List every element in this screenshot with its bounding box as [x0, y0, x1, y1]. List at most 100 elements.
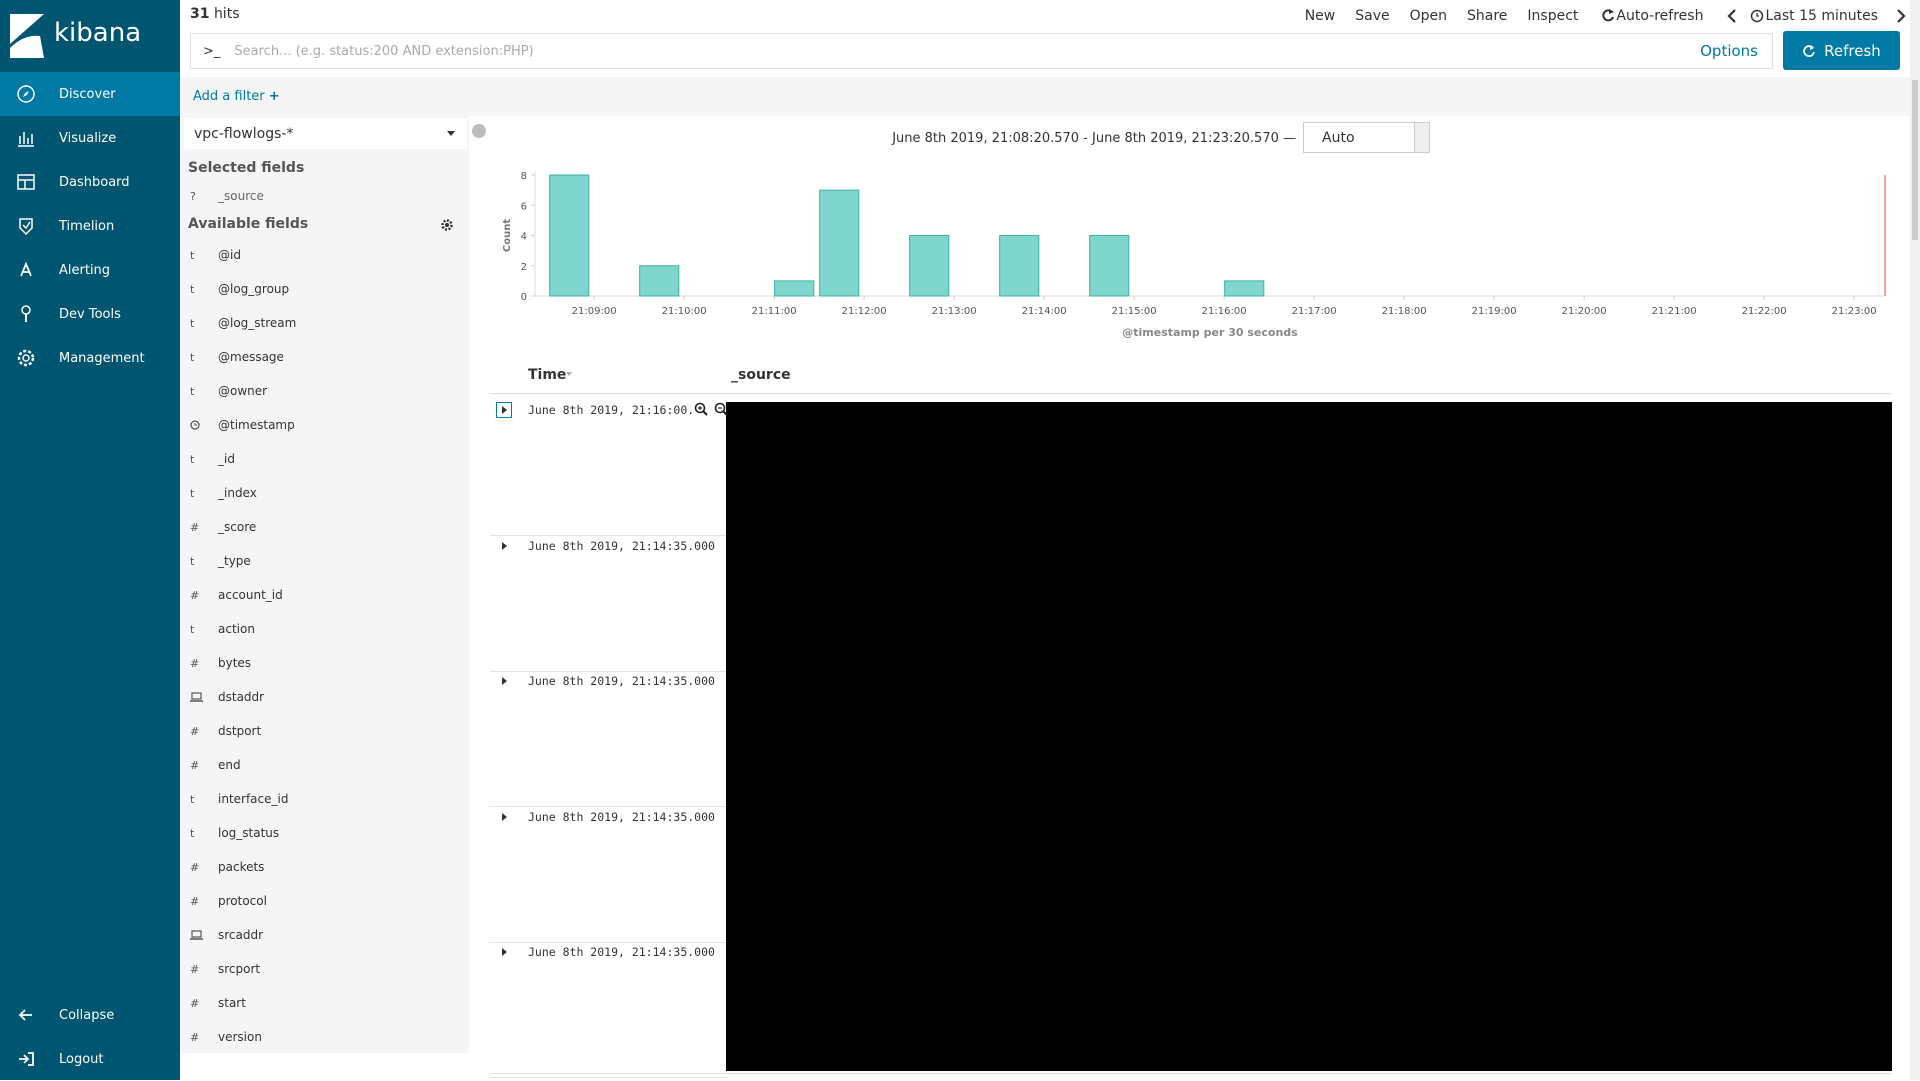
field-type: t [190, 826, 195, 840]
field-name: action [218, 622, 255, 636]
field-row[interactable]: # dstport [190, 721, 261, 741]
table-row[interactable]: June 8th 2019, 21:14:35.000 [490, 538, 726, 673]
refresh-icon [1602, 9, 1615, 22]
row-time: June 8th 2019, 21:14:35.000 [528, 674, 715, 688]
bar [1089, 235, 1130, 297]
field-row[interactable]: t _type [190, 551, 251, 571]
index-pattern-select[interactable]: vpc-flowlogs-* [184, 118, 467, 149]
field-type-icon [190, 930, 203, 940]
add-filter[interactable]: Add a filter + [193, 89, 280, 104]
field-name: end [218, 758, 241, 772]
gear-icon[interactable] [441, 219, 453, 231]
nav-item[interactable]: Management [0, 336, 180, 380]
nav-item[interactable]: Logout [0, 1037, 180, 1081]
nav-icon [18, 132, 34, 147]
table-row[interactable]: June 8th 2019, 21:14:35.000 [490, 944, 726, 1079]
next-button[interactable] [1892, 6, 1906, 26]
row-time: June 8th 2019, 21:16:00.000 [528, 403, 692, 417]
field-type: # [190, 588, 200, 602]
interval-select[interactable]: Auto [1303, 122, 1430, 153]
nav-icon [19, 218, 33, 236]
index-pattern: vpc-flowlogs-* [194, 125, 294, 142]
logo-icon [10, 14, 44, 58]
field-type: # [190, 894, 200, 908]
nav-item[interactable]: Alerting [0, 248, 180, 292]
options-button[interactable]: Options [1700, 42, 1758, 60]
menu-item[interactable]: New [1305, 8, 1336, 24]
field-row[interactable]: ? _source [190, 186, 264, 206]
zoom-in-icon[interactable] [693, 401, 709, 417]
x-tick-label: 21:19:00 [1472, 306, 1517, 317]
table-row[interactable]: June 8th 2019, 21:14:35.000 [490, 673, 726, 808]
table-row[interactable]: June 8th 2019, 21:16:00.000 [490, 401, 729, 537]
field-type: t [190, 384, 195, 398]
field-name: srcport [218, 962, 261, 976]
field-name: @log_group [218, 282, 290, 296]
search-bar[interactable]: >_ Search... (e.g. status:200 AND extens… [190, 33, 1773, 69]
field-row[interactable]: t interface_id [190, 789, 288, 809]
column-header: _source [731, 367, 791, 383]
nav-item[interactable]: Timelion [0, 204, 180, 248]
interval: Auto [1322, 129, 1355, 146]
field-row[interactable]: t @id [190, 245, 241, 265]
menu-item[interactable]: Save [1355, 8, 1389, 24]
menu-item[interactable]: Inspect [1527, 8, 1578, 24]
field-type: # [190, 520, 200, 534]
prev-button[interactable] [1723, 6, 1737, 26]
menu-item[interactable]: Auto-refresh [1598, 6, 1703, 26]
expand-arrow [502, 948, 507, 956]
nav-label: Alerting [59, 262, 111, 278]
field-row[interactable]: # protocol [190, 891, 267, 911]
field-row[interactable]: t action [190, 619, 255, 639]
menu-item[interactable]: Open [1410, 8, 1447, 24]
field-row[interactable]: t log_status [190, 823, 279, 843]
field-type: # [190, 656, 200, 670]
collapse-panel-button[interactable] [472, 124, 486, 138]
field-row[interactable]: srcaddr [190, 925, 263, 945]
x-tick-label: 21:23:00 [1832, 306, 1877, 317]
menu-item[interactable]: Share [1467, 8, 1507, 24]
field-row[interactable]: @timestamp [190, 415, 295, 435]
field-row[interactable]: # start [190, 993, 246, 1013]
column-header: Time [528, 367, 567, 383]
table-row[interactable]: June 8th 2019, 21:14:35.000 [490, 809, 726, 944]
field-row[interactable]: t @log_stream [190, 313, 296, 333]
refresh-button[interactable]: Refresh [1783, 31, 1900, 70]
field-row[interactable]: t _id [190, 449, 235, 469]
nav-item[interactable]: Visualize [0, 116, 180, 160]
nav-item[interactable]: Dashboard [0, 160, 180, 204]
field-name: version [218, 1030, 262, 1044]
nav-label: Logout [59, 1051, 104, 1067]
field-name: packets [218, 860, 265, 874]
field-row[interactable]: # account_id [190, 585, 283, 605]
row-rule [490, 1077, 726, 1078]
nav-item[interactable]: Dev Tools [0, 292, 180, 336]
nav-icon [19, 1052, 34, 1066]
field-name: @owner [218, 384, 268, 398]
field-row[interactable]: # _score [190, 517, 256, 537]
bar [549, 174, 590, 297]
field-row[interactable]: t @message [190, 347, 284, 367]
x-tick-label: 21:09:00 [572, 306, 617, 317]
field-row[interactable]: dstaddr [190, 687, 264, 707]
y-tick-label: 0 [521, 292, 527, 303]
field-row[interactable]: # end [190, 755, 241, 775]
nav-item[interactable]: Discover [0, 72, 180, 116]
expand-arrow [502, 406, 507, 414]
field-row[interactable]: t _index [190, 483, 257, 503]
time-picker[interactable]: Last 15 minutes [1749, 6, 1878, 26]
field-row[interactable]: # srcport [190, 959, 260, 979]
zoom-out-icon[interactable] [713, 401, 729, 417]
field-row[interactable]: # bytes [190, 653, 251, 673]
brand: kibana [54, 18, 142, 48]
field-row[interactable]: t @owner [190, 381, 267, 401]
field-row[interactable]: t @log_group [190, 279, 289, 299]
field-row[interactable]: # version [190, 1027, 262, 1047]
available-heading: Available fields [188, 216, 309, 232]
nav-label: Management [59, 350, 145, 366]
field-row[interactable]: # packets [190, 857, 264, 877]
nav-label: Timelion [59, 218, 115, 234]
time-picker-label: Last 15 minutes [1765, 8, 1878, 24]
nav-item[interactable]: Collapse [0, 993, 180, 1037]
